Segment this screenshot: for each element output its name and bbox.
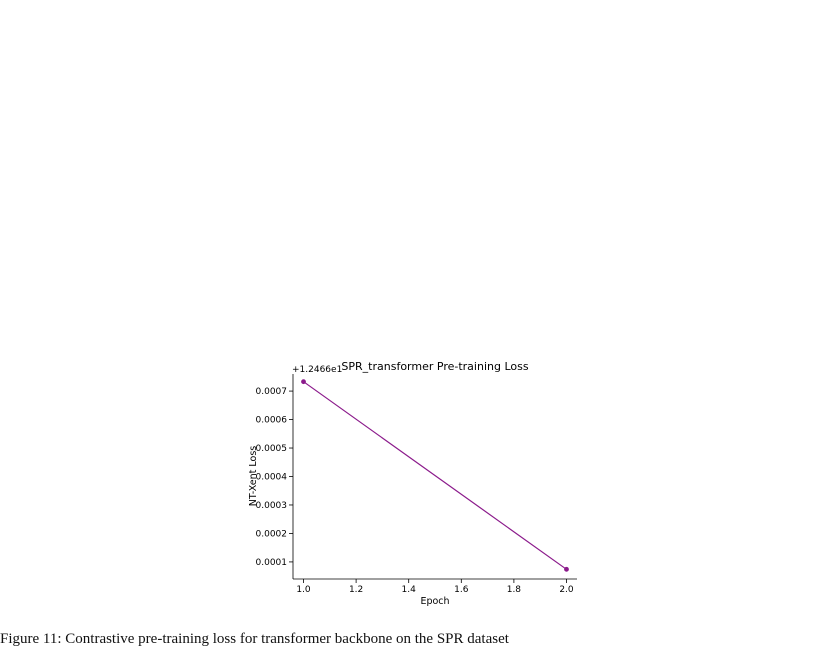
y-tick-label: 0.0006 (256, 416, 288, 426)
x-tick-label: 1.4 (402, 585, 417, 595)
x-axis-title: Epoch (420, 596, 449, 607)
y-tick-label: 0.0004 (256, 473, 288, 483)
x-tick-label: 1.2 (349, 585, 363, 595)
series-layer (301, 379, 569, 572)
data-point (301, 379, 306, 385)
series-line (303, 381, 567, 570)
x-tick-label: 1.0 (296, 585, 311, 595)
x-axis-ticks: 1.0 1.2 1.4 1.6 1.8 2.0 (296, 579, 574, 595)
y-tick-label: 0.0003 (256, 501, 288, 511)
axis-offset-label: +1.2466e1 (292, 365, 342, 375)
x-tick-label: 2.0 (559, 585, 574, 595)
figure-caption: Figure 11: Contrastive pre-training loss… (0, 631, 509, 647)
y-tick-label: 0.0001 (256, 558, 288, 568)
data-point (564, 566, 569, 572)
y-tick-label: 0.0007 (256, 387, 288, 397)
y-axis-ticks: 0.0001 0.0002 0.0003 0.0004 0.0005 0.0006 0.00… (256, 387, 293, 568)
chart-title: SPR_transformer Pre-training Loss (341, 360, 528, 373)
y-axis-title: NT-Xent Loss (248, 446, 259, 507)
y-tick-label: 0.0002 (256, 529, 288, 539)
x-tick-label: 1.6 (454, 585, 469, 595)
y-tick-label: 0.0005 (256, 444, 288, 454)
x-tick-label: 1.8 (507, 585, 522, 595)
